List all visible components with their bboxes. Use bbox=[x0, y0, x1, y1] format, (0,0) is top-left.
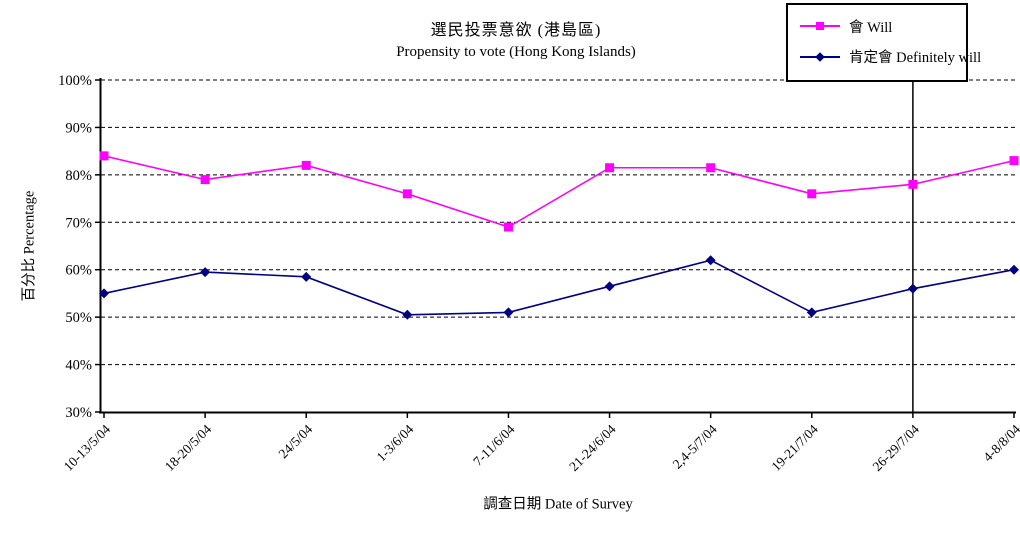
x-axis-title: 調查日期 Date of Survey bbox=[483, 496, 633, 513]
legend-entry-will: 會 Will bbox=[788, 16, 966, 37]
x-tick-label: 10-13/5/04 bbox=[61, 421, 114, 474]
data-point-marker bbox=[1009, 264, 1019, 275]
data-point-marker bbox=[99, 151, 109, 161]
data-point-marker bbox=[604, 281, 615, 292]
will-series-marker-icon bbox=[800, 20, 840, 32]
legend: 會 Will 肯定會 Definitely will bbox=[786, 3, 981, 82]
y-axis-title: 百分比 Percentage bbox=[21, 190, 38, 302]
x-tick-label: 19-21/7/04 bbox=[768, 421, 821, 474]
y-tick-label: 30% bbox=[65, 405, 92, 421]
data-point-marker bbox=[807, 189, 817, 199]
y-tick-label: 100% bbox=[58, 73, 92, 89]
y-tick-label: 60% bbox=[65, 263, 92, 279]
legend-label-definitely-will: 肯定會 Definitely will bbox=[849, 50, 982, 67]
legend-label-will: 會 Will bbox=[849, 19, 893, 36]
data-point-marker bbox=[907, 283, 918, 294]
x-tick-label: 26-29/7/04 bbox=[870, 421, 923, 474]
chart-title: 選民投票意欲 (港島區) bbox=[430, 22, 602, 39]
x-tick-label: 1-3/6/04 bbox=[373, 421, 416, 464]
y-tick-label: 80% bbox=[65, 168, 92, 184]
series-line-1 bbox=[103, 259, 1015, 316]
y-tick-label: 90% bbox=[65, 120, 92, 136]
data-point-marker bbox=[605, 163, 615, 173]
data-point-marker bbox=[301, 271, 312, 282]
x-tick-label: 24/5/04 bbox=[276, 421, 316, 461]
data-point-marker bbox=[806, 307, 817, 318]
data-point-marker bbox=[99, 288, 109, 299]
data-point-marker bbox=[705, 255, 716, 266]
data-point-marker bbox=[402, 189, 412, 199]
data-point-marker bbox=[402, 309, 413, 320]
y-tick-label: 70% bbox=[65, 215, 92, 231]
data-point-marker bbox=[1009, 156, 1019, 166]
x-tick-label: 21-24/6/04 bbox=[566, 421, 619, 474]
y-tick-label: 50% bbox=[65, 310, 92, 326]
x-tick-label: 7-11/6/04 bbox=[470, 421, 518, 469]
series-line-0 bbox=[103, 155, 1015, 228]
data-point-marker bbox=[200, 267, 211, 278]
y-tick-label: 40% bbox=[65, 358, 92, 374]
legend-entry-definitely-will: 肯定會 Definitely will bbox=[788, 46, 981, 67]
data-point-marker bbox=[908, 179, 918, 189]
chart-subtitle: Propensity to vote (Hong Kong Islands) bbox=[396, 44, 636, 60]
data-point-marker bbox=[301, 160, 311, 170]
x-tick-label: 2,4-5/7/04 bbox=[670, 421, 720, 471]
data-point-marker bbox=[706, 163, 716, 173]
data-point-marker bbox=[503, 222, 513, 232]
data-point-marker bbox=[200, 175, 210, 185]
x-tick-label: 4-8/8/04 bbox=[980, 421, 1020, 464]
definitely-will-series-marker-icon bbox=[800, 51, 840, 63]
data-point-marker bbox=[503, 307, 514, 318]
x-tick-label: 18-20/5/04 bbox=[162, 421, 215, 474]
